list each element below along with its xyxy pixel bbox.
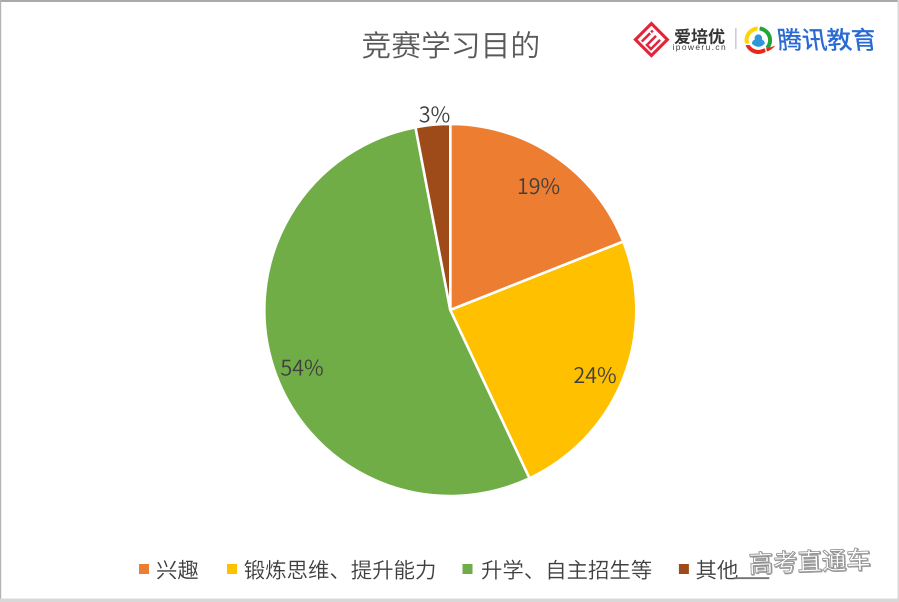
svg-text:ipoweru.cn: ipoweru.cn	[673, 42, 728, 52]
